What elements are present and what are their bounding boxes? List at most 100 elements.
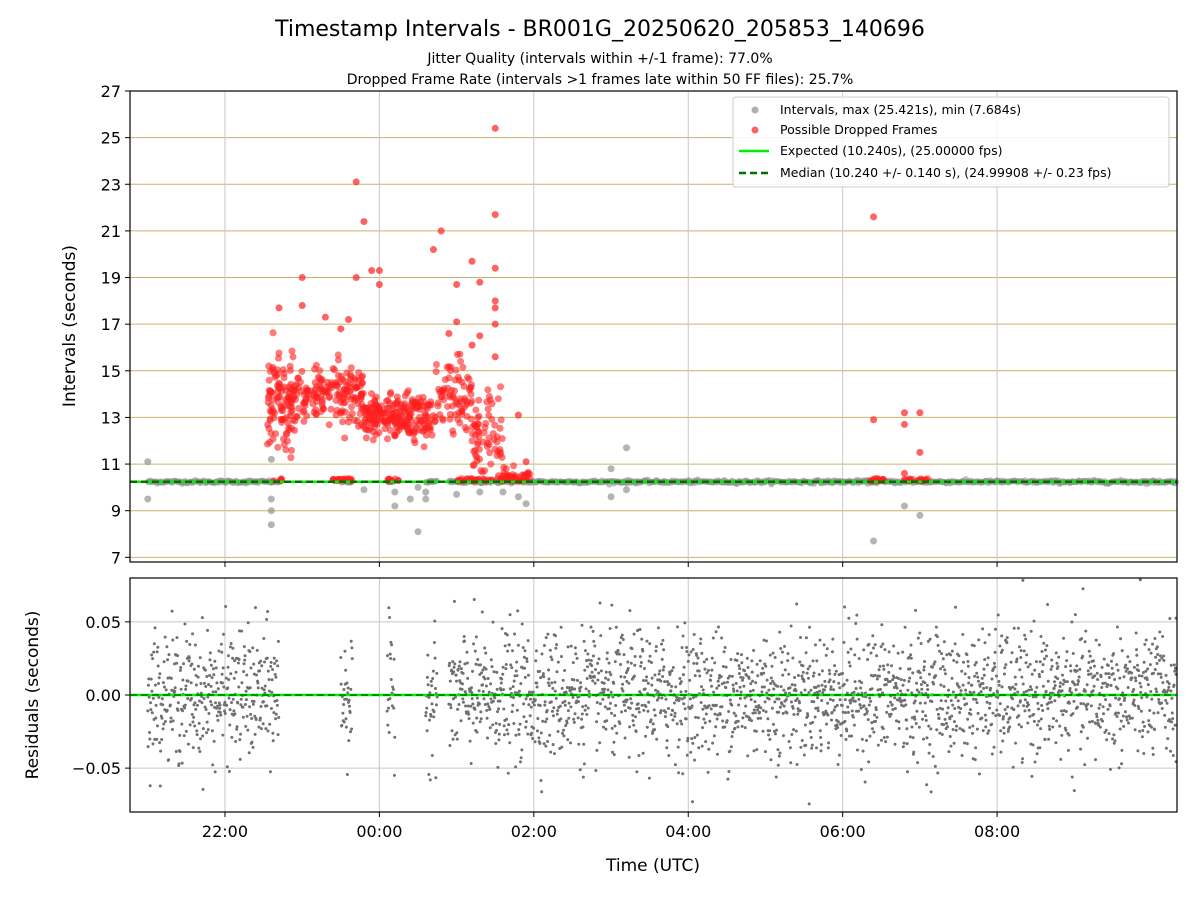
residual-point bbox=[1011, 685, 1015, 689]
residual-point bbox=[752, 708, 756, 712]
residual-point bbox=[164, 688, 168, 692]
residual-point bbox=[1050, 658, 1054, 662]
residual-point bbox=[1005, 712, 1009, 716]
residual-point bbox=[946, 706, 950, 710]
dropped-frame-point bbox=[328, 381, 336, 389]
residual-point bbox=[607, 707, 611, 711]
residual-point bbox=[945, 725, 949, 729]
residual-point bbox=[426, 683, 430, 687]
residual-point bbox=[950, 649, 954, 653]
residual-point bbox=[967, 681, 971, 685]
residual-point bbox=[349, 730, 353, 734]
residual-point bbox=[1156, 652, 1160, 656]
residual-point bbox=[987, 633, 991, 637]
residual-point bbox=[1132, 687, 1136, 691]
residual-point bbox=[1159, 672, 1163, 676]
residual-point bbox=[274, 717, 278, 721]
residual-point bbox=[647, 659, 651, 663]
residual-point bbox=[235, 727, 239, 731]
dropped-frame-point bbox=[348, 403, 356, 411]
residual-point bbox=[1126, 685, 1130, 689]
residual-point bbox=[783, 644, 787, 648]
residual-point bbox=[997, 680, 1001, 684]
residual-point bbox=[760, 685, 764, 689]
dropped-frame-point bbox=[367, 416, 375, 424]
residual-point bbox=[619, 675, 623, 679]
residual-point bbox=[343, 697, 347, 701]
dropped-frame-point bbox=[430, 418, 438, 426]
residual-point bbox=[572, 720, 576, 724]
top-y-tick-label: 23 bbox=[101, 175, 121, 194]
legend-box bbox=[732, 96, 1170, 188]
residual-point bbox=[908, 735, 912, 739]
residual-point bbox=[960, 669, 964, 673]
residual-point bbox=[462, 634, 466, 638]
residual-point bbox=[676, 745, 680, 749]
residual-point bbox=[712, 734, 716, 738]
residual-point bbox=[755, 662, 759, 666]
residual-point bbox=[773, 700, 777, 704]
residual-point bbox=[821, 691, 825, 695]
residual-point bbox=[1010, 697, 1014, 701]
residual-point bbox=[1035, 752, 1039, 756]
residual-point bbox=[831, 698, 835, 702]
residual-point bbox=[496, 710, 500, 714]
residual-point bbox=[938, 731, 942, 735]
residual-point bbox=[1065, 680, 1069, 684]
residual-point bbox=[908, 676, 912, 680]
residual-point bbox=[429, 679, 433, 683]
residual-point bbox=[486, 702, 490, 706]
residual-point bbox=[1120, 748, 1124, 752]
residual-point bbox=[536, 716, 540, 720]
residual-point bbox=[583, 649, 587, 653]
residual-point bbox=[999, 750, 1003, 754]
residual-point bbox=[1126, 655, 1130, 659]
residual-point bbox=[742, 711, 746, 715]
residual-point bbox=[559, 655, 563, 659]
residual-point bbox=[587, 689, 591, 693]
dropped-frame-point bbox=[486, 449, 494, 457]
residual-point bbox=[1021, 757, 1025, 761]
residual-point bbox=[480, 610, 484, 614]
residual-point bbox=[692, 661, 696, 665]
residual-point bbox=[499, 688, 503, 692]
dropped-frame-point bbox=[870, 416, 878, 424]
residual-point bbox=[1101, 712, 1105, 716]
residual-point bbox=[1125, 718, 1129, 722]
residual-point bbox=[582, 742, 586, 746]
residual-point bbox=[608, 670, 612, 674]
dropped-frame-point bbox=[275, 349, 283, 357]
residual-point bbox=[1008, 716, 1012, 720]
residual-point bbox=[993, 650, 997, 654]
residual-point bbox=[1134, 631, 1138, 635]
residual-point bbox=[344, 717, 348, 721]
residual-point bbox=[824, 685, 828, 689]
residual-point bbox=[1132, 698, 1136, 702]
residual-point bbox=[225, 703, 229, 707]
residual-point bbox=[546, 739, 550, 743]
residual-point bbox=[350, 646, 354, 650]
residual-point bbox=[641, 751, 645, 755]
residual-point bbox=[750, 670, 754, 674]
residual-point bbox=[1146, 730, 1150, 734]
residual-point bbox=[1082, 702, 1086, 706]
residual-point bbox=[1107, 732, 1111, 736]
residual-point bbox=[963, 672, 967, 676]
residual-point bbox=[461, 697, 465, 701]
residual-point bbox=[534, 659, 538, 663]
residual-point bbox=[562, 734, 566, 738]
residual-point bbox=[886, 704, 890, 708]
residual-point bbox=[1023, 698, 1027, 702]
residual-point bbox=[183, 703, 187, 707]
dropped-frame-point bbox=[916, 448, 924, 456]
residual-point bbox=[691, 696, 695, 700]
residual-point bbox=[575, 678, 579, 682]
residual-point bbox=[272, 711, 276, 715]
residual-point bbox=[1163, 713, 1167, 717]
residual-point bbox=[216, 687, 220, 691]
residual-point bbox=[1030, 774, 1034, 778]
residual-point bbox=[816, 706, 820, 710]
residual-point bbox=[515, 708, 519, 712]
residual-point bbox=[1049, 667, 1053, 671]
residual-point bbox=[769, 758, 773, 762]
